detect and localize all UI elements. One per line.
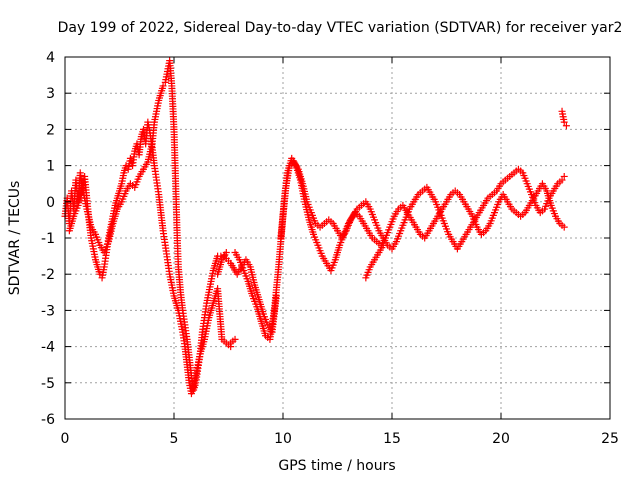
y-axis-ticks: -6 -5 -4 -3 -2 -1 0 1 2 3 4 (41, 50, 610, 428)
track-b-point (222, 248, 230, 256)
track-a-point (558, 176, 566, 184)
y-tick-label: 2 (46, 122, 55, 138)
track-a-point (560, 118, 568, 126)
data-marks (61, 57, 570, 398)
x-axis-ticks: 0 5 10 15 20 25 (61, 57, 619, 447)
y-tick-label: -2 (41, 267, 55, 283)
track-b-point (560, 223, 568, 231)
chart-title: Day 199 of 2022, Sidereal Day-to-day VTE… (58, 20, 623, 36)
x-tick-label: 5 (170, 431, 179, 447)
y-tick-label: -1 (41, 231, 55, 247)
y-tick-label: -3 (41, 303, 55, 319)
y-tick-label: 3 (46, 86, 55, 102)
y-tick-label: -4 (41, 340, 55, 356)
x-axis-label: GPS time / hours (278, 458, 395, 474)
x-tick-label: 10 (274, 431, 292, 447)
track-b-point (379, 241, 387, 249)
y-tick-label: 4 (46, 50, 55, 66)
x-tick-label: 20 (492, 431, 510, 447)
x-tick-label: 25 (601, 431, 619, 447)
track-b-point (231, 335, 239, 343)
y-tick-label: -5 (41, 376, 55, 392)
track-b-point (272, 292, 280, 300)
x-tick-label: 0 (61, 431, 70, 447)
x-tick-label: 15 (383, 431, 401, 447)
track-a-point (560, 172, 568, 180)
y-tick-label: 0 (46, 195, 55, 211)
y-axis-label: SDTVAR / TECUs (7, 181, 23, 296)
track-a-point (562, 122, 570, 130)
grid-lines (65, 57, 610, 419)
track-b-point (159, 82, 167, 90)
y-tick-label: 1 (46, 159, 55, 175)
y-tick-label: -6 (41, 412, 55, 428)
